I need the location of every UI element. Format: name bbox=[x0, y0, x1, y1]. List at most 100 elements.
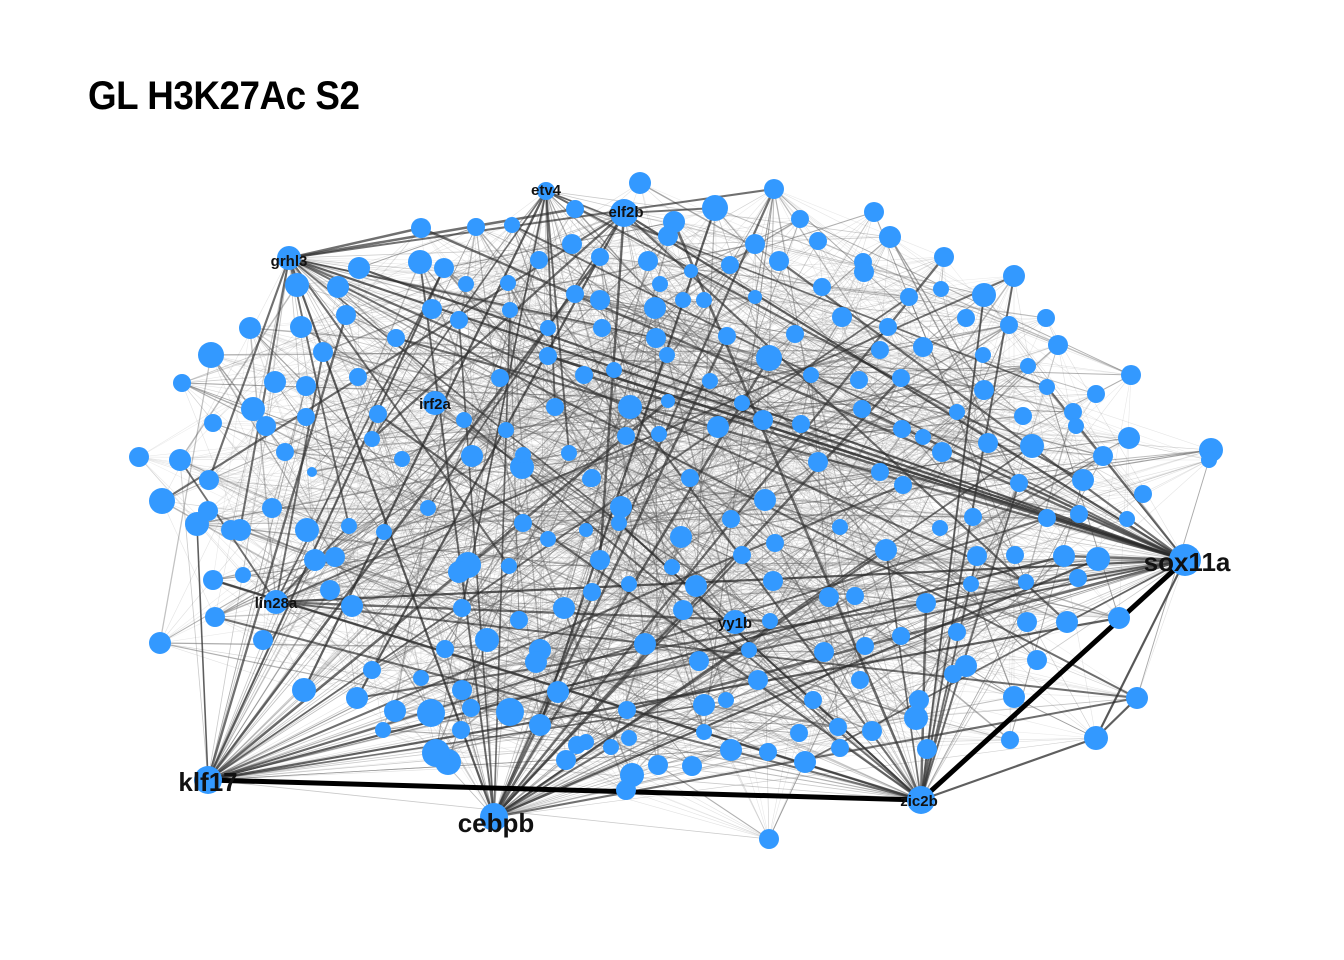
edge bbox=[420, 227, 839, 728]
edge bbox=[463, 419, 1104, 457]
edge bbox=[337, 286, 501, 379]
node bbox=[684, 264, 698, 278]
node-label-elf2b: elf2b bbox=[608, 204, 643, 221]
edge bbox=[741, 402, 839, 728]
node-klf17 bbox=[194, 766, 222, 794]
node bbox=[500, 275, 516, 291]
node-label-irf2a: irf2a bbox=[419, 396, 451, 413]
edge bbox=[371, 259, 540, 671]
node bbox=[498, 422, 514, 438]
node bbox=[295, 518, 319, 542]
edge bbox=[585, 402, 743, 743]
node bbox=[682, 756, 702, 776]
edge-zic2b bbox=[654, 307, 922, 801]
edge-grhl3 bbox=[288, 257, 902, 637]
edge bbox=[585, 529, 800, 734]
edge bbox=[703, 731, 1011, 741]
node bbox=[453, 599, 471, 617]
edge bbox=[511, 224, 978, 557]
edge-klf17 bbox=[207, 466, 523, 781]
edge bbox=[274, 381, 743, 556]
node bbox=[336, 305, 356, 325]
edge bbox=[639, 182, 731, 266]
edge bbox=[274, 381, 511, 713]
node bbox=[515, 447, 531, 463]
node bbox=[276, 443, 294, 461]
edge bbox=[654, 307, 802, 425]
edge bbox=[207, 635, 902, 781]
edge bbox=[854, 236, 891, 597]
node bbox=[149, 488, 175, 514]
edge-highlight-klf17-zic2b bbox=[205, 777, 924, 803]
edge bbox=[810, 374, 917, 719]
edge bbox=[345, 314, 524, 456]
node bbox=[496, 698, 524, 726]
edge bbox=[599, 256, 1029, 367]
node-label-cebpb: cebpb bbox=[458, 808, 535, 838]
edge bbox=[196, 299, 705, 525]
edge bbox=[800, 256, 945, 425]
edge bbox=[773, 188, 1144, 495]
node bbox=[617, 427, 635, 445]
edge bbox=[311, 471, 917, 719]
edge bbox=[1126, 437, 1130, 520]
edge bbox=[447, 236, 891, 763]
edge bbox=[305, 261, 864, 418]
edge bbox=[601, 327, 622, 508]
edge bbox=[461, 379, 860, 609]
edge-klf17 bbox=[207, 749, 732, 781]
edge bbox=[754, 243, 943, 453]
edge bbox=[420, 227, 1097, 739]
edge bbox=[348, 436, 924, 527]
edge-klf17 bbox=[206, 266, 446, 782]
edge bbox=[265, 337, 657, 427]
node bbox=[634, 633, 656, 655]
edge-sox11a bbox=[703, 299, 1186, 561]
node bbox=[384, 700, 406, 722]
edge bbox=[470, 299, 684, 709]
edge bbox=[382, 621, 1028, 731]
edge bbox=[1118, 374, 1132, 619]
edge bbox=[511, 224, 776, 544]
edge bbox=[741, 402, 941, 529]
edge bbox=[680, 536, 830, 598]
node bbox=[1039, 379, 1055, 395]
edge-zic2b bbox=[703, 704, 922, 801]
node bbox=[1000, 316, 1018, 334]
edge-zic2b bbox=[672, 220, 923, 802]
edge-sox11a bbox=[511, 224, 1186, 561]
edge bbox=[828, 271, 865, 598]
edge bbox=[358, 267, 429, 509]
edge bbox=[458, 571, 462, 731]
edge bbox=[628, 354, 984, 739]
edge bbox=[394, 226, 477, 712]
edge bbox=[576, 697, 1138, 746]
edge bbox=[356, 261, 864, 699]
node bbox=[1086, 547, 1110, 571]
edge bbox=[356, 319, 460, 699]
edge-grhl3 bbox=[288, 236, 891, 259]
edge bbox=[599, 256, 657, 339]
edge bbox=[382, 282, 509, 731]
edge-elf2b bbox=[348, 212, 625, 527]
edge-klf17 bbox=[207, 639, 488, 781]
edge bbox=[275, 435, 627, 603]
edge-sox11a bbox=[1036, 559, 1186, 661]
edge-etv4 bbox=[545, 190, 659, 766]
edge bbox=[460, 327, 549, 731]
node bbox=[862, 721, 882, 741]
node bbox=[638, 251, 658, 271]
edge bbox=[804, 346, 924, 763]
edge-klf17 bbox=[207, 704, 705, 781]
edge bbox=[682, 296, 910, 301]
edge-etv4 bbox=[545, 190, 1038, 661]
node bbox=[603, 739, 619, 755]
edge-elf2b bbox=[623, 212, 928, 750]
edge bbox=[539, 365, 1029, 726]
edge bbox=[798, 581, 1027, 734]
edge bbox=[242, 335, 728, 576]
edge bbox=[773, 188, 945, 258]
edge-strong bbox=[919, 736, 1098, 802]
edge bbox=[447, 221, 675, 763]
